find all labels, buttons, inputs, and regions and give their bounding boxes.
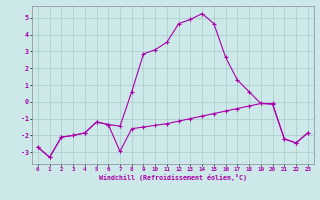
X-axis label: Windchill (Refroidissement éolien,°C): Windchill (Refroidissement éolien,°C) — [99, 174, 247, 181]
